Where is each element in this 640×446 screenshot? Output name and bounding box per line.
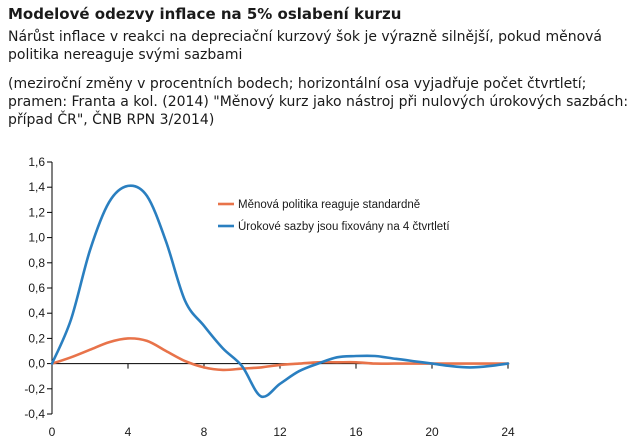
x-tick-label: 16 <box>349 425 363 439</box>
x-tick-label: 0 <box>49 425 56 439</box>
y-tick-label: -0,2 <box>24 382 45 396</box>
y-tick-label: 0,8 <box>28 256 45 270</box>
x-tick-label: 4 <box>125 425 132 439</box>
y-tick-label: 0,6 <box>28 281 45 295</box>
y-tick-label: -0,4 <box>24 407 45 421</box>
x-tick-label: 20 <box>425 425 439 439</box>
chart-title: Modelové odezvy inflace na 5% oslabení k… <box>8 5 402 23</box>
chart-subtitle: Nárůst inflace v reakci na depreciační k… <box>8 29 603 63</box>
y-tick-label: 0,0 <box>28 357 45 371</box>
series-line-2 <box>50 184 510 399</box>
y-tick-label: 0,2 <box>28 331 45 345</box>
legend-label-1: Měnová politika reaguje standardně <box>238 199 420 211</box>
y-tick-label: 1,6 <box>28 155 45 169</box>
legend: Měnová politika reaguje standardně Úrokov… <box>218 199 450 233</box>
y-tick-label: 0,4 <box>28 306 45 320</box>
y-tick-label: 1,0 <box>28 231 45 245</box>
axis-layer: -0,4 -0,2 0,0 0,2 0,4 0,6 0,8 1,0 1,2 1,4 1,6 0 4 8 12… <box>24 155 515 439</box>
legend-label-2: Úrokové sazby jsou fixovány na 4 čtvrtle… <box>238 220 450 233</box>
y-tick-label: 1,2 <box>28 205 45 219</box>
x-tick-label: 24 <box>501 425 515 439</box>
x-tick-label: 8 <box>201 425 208 439</box>
chart-note: (meziroční změny v procentních bodech; h… <box>8 76 629 128</box>
series-layer <box>50 184 510 399</box>
x-tick-label: 12 <box>273 425 287 439</box>
y-tick-label: 1,4 <box>28 180 45 194</box>
